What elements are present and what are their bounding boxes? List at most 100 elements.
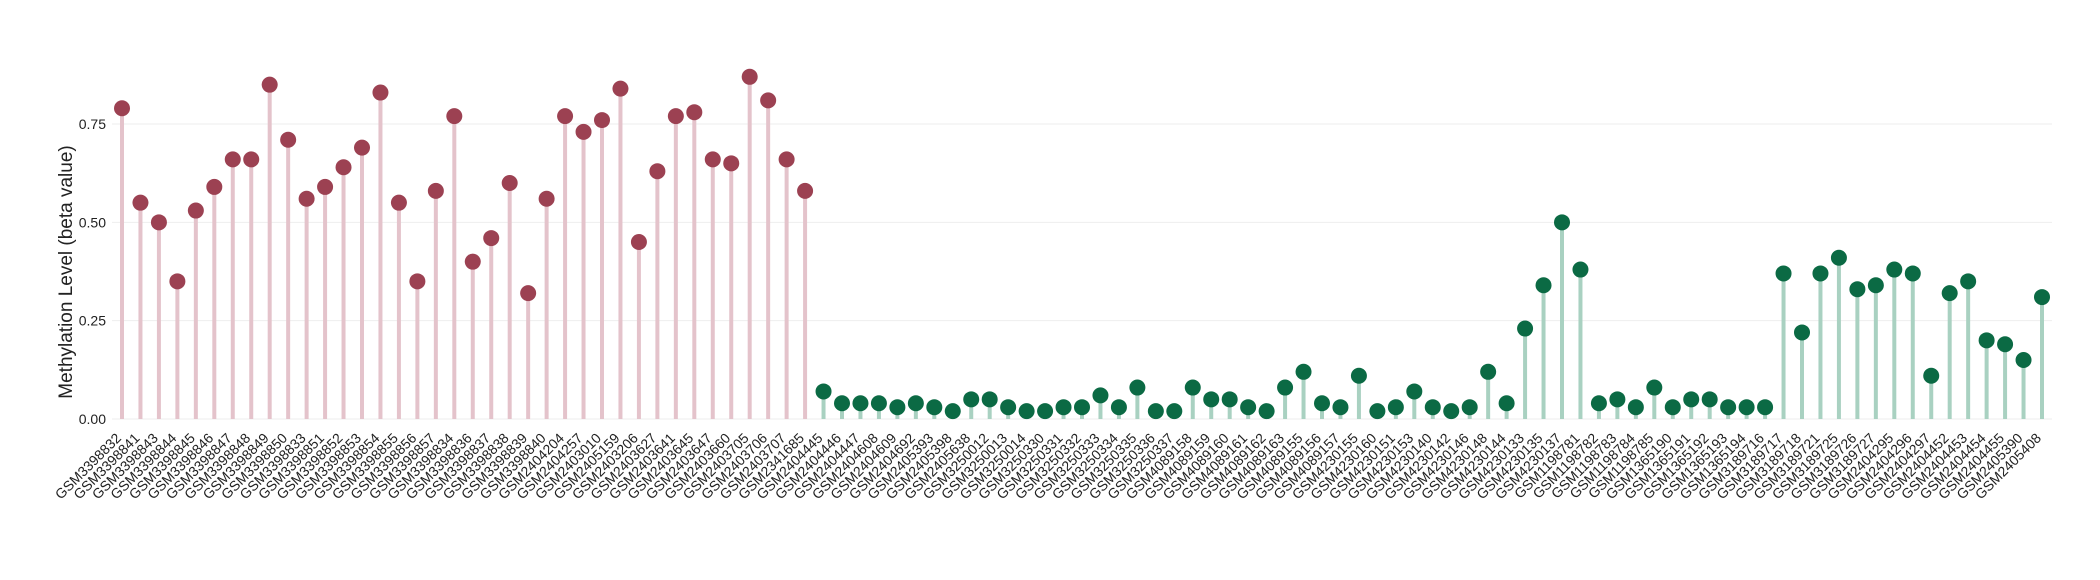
dot — [1904, 265, 1921, 282]
dot — [981, 391, 998, 408]
dot — [1646, 379, 1663, 396]
dot — [206, 178, 223, 195]
dot — [150, 214, 167, 231]
dot — [280, 131, 297, 148]
dot — [852, 395, 869, 412]
dot — [1941, 285, 1958, 302]
dot — [1757, 399, 1774, 416]
dot — [1720, 399, 1737, 416]
dot — [1775, 265, 1792, 282]
y-axis-label: Methylation Level (beta value) — [56, 145, 77, 398]
dot — [815, 383, 832, 400]
dot — [1849, 281, 1866, 298]
dot — [1498, 395, 1515, 412]
dot — [1018, 403, 1035, 420]
dot — [261, 76, 278, 93]
dot — [1886, 261, 1903, 278]
dot — [372, 84, 389, 101]
dot — [760, 92, 777, 109]
dot — [575, 123, 592, 140]
dot — [1203, 391, 1220, 408]
dot — [427, 182, 444, 199]
dot — [926, 399, 943, 416]
dot — [870, 395, 887, 412]
dot — [2015, 352, 2032, 368]
dot — [114, 100, 130, 117]
dot — [317, 178, 334, 195]
dot — [1572, 261, 1589, 278]
dot — [2034, 289, 2050, 306]
dot — [1369, 403, 1386, 420]
y-tick-label: 0.75 — [79, 116, 106, 132]
dot — [612, 80, 629, 97]
dot — [1867, 277, 1884, 294]
dot — [538, 190, 555, 207]
dot — [298, 190, 315, 207]
dot — [1000, 399, 1017, 416]
dot — [1166, 403, 1183, 420]
dot — [1701, 391, 1718, 408]
dot — [1461, 399, 1478, 416]
dot — [1683, 391, 1700, 408]
dot — [778, 151, 795, 168]
dot — [1997, 336, 2014, 353]
y-tick-label: 0.00 — [79, 411, 106, 427]
dot — [1609, 391, 1626, 408]
dot — [1554, 214, 1570, 231]
dot — [907, 395, 924, 412]
dot — [1037, 403, 1054, 420]
dot — [1184, 379, 1201, 396]
dot — [667, 108, 684, 125]
dot — [1350, 367, 1367, 384]
dot — [464, 253, 481, 270]
dot — [1387, 399, 1404, 416]
dot — [1517, 320, 1534, 337]
dot — [1923, 367, 1940, 384]
dot — [1443, 403, 1460, 420]
dot — [1277, 379, 1294, 396]
dot — [1240, 399, 1257, 416]
dot — [741, 68, 758, 85]
dot — [1812, 265, 1829, 282]
dot — [1627, 399, 1644, 416]
dot — [1314, 395, 1330, 412]
dot — [1258, 403, 1275, 420]
dot — [1830, 249, 1847, 266]
dot — [390, 194, 407, 211]
dot — [1295, 363, 1312, 380]
dot — [1110, 399, 1127, 416]
dot — [704, 151, 721, 168]
dot — [649, 163, 666, 180]
dot — [483, 230, 500, 247]
dot — [1332, 399, 1349, 416]
dot — [1424, 399, 1441, 416]
dot — [1590, 395, 1607, 412]
dot — [834, 395, 850, 412]
dot — [963, 391, 980, 408]
dot — [187, 202, 204, 219]
dot — [501, 175, 518, 191]
dot — [1738, 399, 1755, 416]
dot — [354, 139, 370, 156]
dot — [889, 399, 906, 416]
dot — [1480, 363, 1497, 380]
dot — [1074, 399, 1090, 416]
dot — [409, 273, 426, 290]
dot — [1664, 399, 1681, 416]
dot — [797, 182, 814, 199]
dot — [594, 112, 610, 129]
dot — [446, 108, 463, 125]
dot — [1960, 273, 1977, 290]
y-tick-label: 0.50 — [79, 214, 106, 230]
dot — [1221, 391, 1238, 408]
dot — [335, 159, 352, 176]
dot — [1092, 387, 1109, 404]
dot — [169, 273, 186, 290]
dot — [224, 151, 241, 168]
dot — [520, 285, 537, 302]
dot — [1129, 379, 1146, 396]
dot — [132, 194, 149, 211]
dot — [1794, 324, 1810, 341]
dot — [1055, 399, 1072, 416]
